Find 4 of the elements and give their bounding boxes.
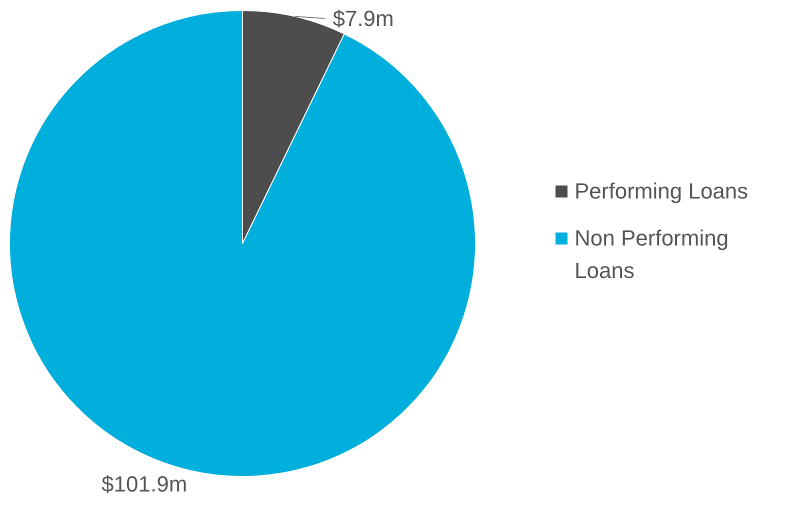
legend-label: Non Performing Loans (574, 226, 729, 283)
data-label: $101.9m (102, 472, 188, 497)
data-label: $7.9m (332, 6, 394, 31)
legend-label: Performing Loans (574, 178, 748, 204)
